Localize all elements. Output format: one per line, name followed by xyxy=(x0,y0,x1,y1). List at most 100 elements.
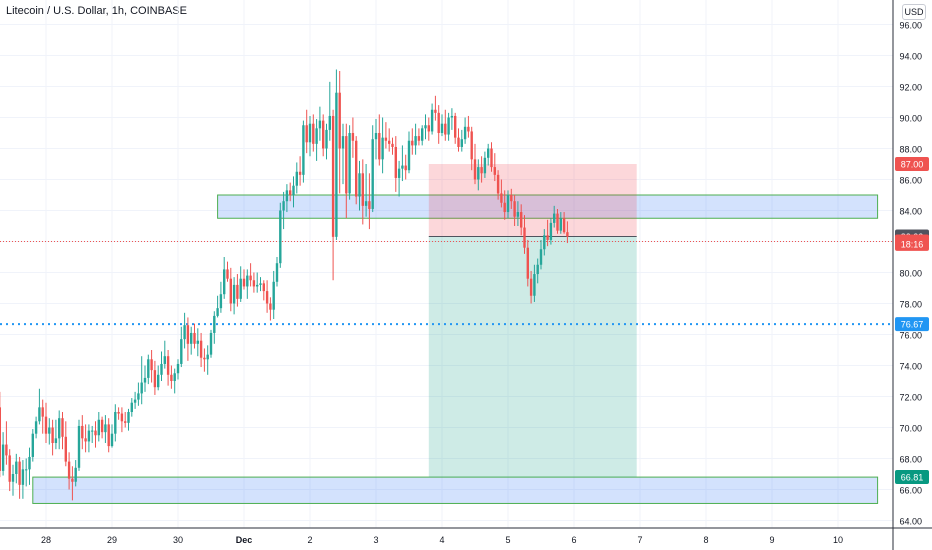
candle-body xyxy=(559,218,562,231)
candle-body xyxy=(348,133,351,194)
candle-body xyxy=(54,438,58,443)
candle-body xyxy=(520,212,523,228)
candle-body xyxy=(371,139,374,209)
candle-body xyxy=(94,430,97,436)
candle-body xyxy=(338,92,341,149)
candle-body xyxy=(81,425,84,439)
candle-body xyxy=(216,308,219,316)
candle-body xyxy=(463,126,467,140)
target-price-label: 87.00 xyxy=(901,160,924,170)
candle-body xyxy=(417,136,421,141)
candle-body xyxy=(292,185,295,195)
candle-body xyxy=(153,370,157,388)
candle-body xyxy=(331,115,335,237)
candle-body xyxy=(31,433,34,457)
candle-body xyxy=(302,125,305,175)
candle-body xyxy=(183,325,186,340)
candle-body xyxy=(487,148,490,158)
candle-body xyxy=(236,284,239,299)
x-tick-label: 10 xyxy=(833,535,843,545)
candle-body xyxy=(279,210,282,264)
y-tick-label: 72.00 xyxy=(899,393,922,403)
candle-body xyxy=(15,461,18,474)
candle-body xyxy=(414,136,417,146)
y-tick-label: 88.00 xyxy=(899,145,922,155)
y-tick-label: 70.00 xyxy=(899,424,922,434)
horizontal-line-price-label: 76.67 xyxy=(901,320,924,330)
candle-body xyxy=(424,125,427,129)
candle-body xyxy=(180,339,183,364)
candle-body xyxy=(137,393,140,400)
candle-body xyxy=(176,363,180,374)
candle-body xyxy=(562,218,566,233)
candle-body xyxy=(477,167,480,180)
candle-body xyxy=(226,269,229,279)
candle-body xyxy=(199,340,203,358)
candle-body xyxy=(480,167,483,174)
candle-body xyxy=(328,115,331,130)
candle-body xyxy=(272,281,275,310)
candle-body xyxy=(84,438,87,442)
candle-body xyxy=(388,140,391,144)
candle-body xyxy=(203,357,206,360)
resistance-zone xyxy=(217,194,879,219)
candle-body xyxy=(305,125,308,143)
candle-body xyxy=(378,133,381,160)
currency-button[interactable]: USD xyxy=(902,4,926,20)
candle-body xyxy=(91,430,94,432)
candle-body xyxy=(223,269,226,295)
candle-body xyxy=(351,133,355,141)
candle-body xyxy=(41,407,44,417)
y-tick-label: 78.00 xyxy=(899,300,922,310)
candle-body xyxy=(322,120,325,149)
candle-body xyxy=(308,123,312,143)
candle-body xyxy=(282,201,285,211)
candle-body xyxy=(401,165,404,169)
candle-body xyxy=(440,123,444,133)
take-profit-area xyxy=(428,236,637,477)
candle-body xyxy=(503,202,506,213)
candle-body xyxy=(87,430,91,442)
candle-body xyxy=(229,278,232,304)
x-tick-label: 5 xyxy=(505,535,510,545)
candle-body xyxy=(397,168,401,178)
candle-body xyxy=(104,424,107,433)
candle-body xyxy=(450,115,454,118)
candle-body xyxy=(34,421,38,434)
short-position-tool[interactable] xyxy=(428,164,637,477)
y-tick-label: 76.00 xyxy=(899,331,922,341)
candle-body xyxy=(61,418,64,437)
candle-body xyxy=(430,109,434,132)
target-price-label-bg xyxy=(895,157,929,171)
candle-body xyxy=(143,377,147,383)
candle-body xyxy=(437,112,440,133)
candle-body xyxy=(209,332,213,355)
candle-body xyxy=(265,291,269,304)
candle-body xyxy=(133,399,137,403)
candle-body xyxy=(157,374,160,388)
candle-body xyxy=(358,173,361,197)
candle-body xyxy=(523,227,526,248)
candle-body xyxy=(454,115,457,138)
y-tick-label: 64.00 xyxy=(899,517,922,527)
candle-body xyxy=(427,125,430,132)
candle-body xyxy=(38,407,41,422)
candle-body xyxy=(411,140,414,146)
candle-body xyxy=(97,419,100,436)
candle-body xyxy=(460,139,463,147)
candle-body xyxy=(256,284,259,287)
candle-body xyxy=(384,137,388,141)
candle-body xyxy=(553,213,556,223)
candle-body xyxy=(130,402,133,412)
candle-body xyxy=(269,303,272,310)
y-tick-label: 94.00 xyxy=(899,52,922,62)
countdown-label: 18:16 xyxy=(901,239,924,249)
candle-body xyxy=(166,356,170,375)
y-tick-label: 96.00 xyxy=(899,21,922,31)
candle-body xyxy=(361,173,364,206)
candle-body xyxy=(67,461,71,479)
zones xyxy=(32,194,879,504)
support-zone xyxy=(32,476,879,504)
candle-body xyxy=(341,136,345,149)
